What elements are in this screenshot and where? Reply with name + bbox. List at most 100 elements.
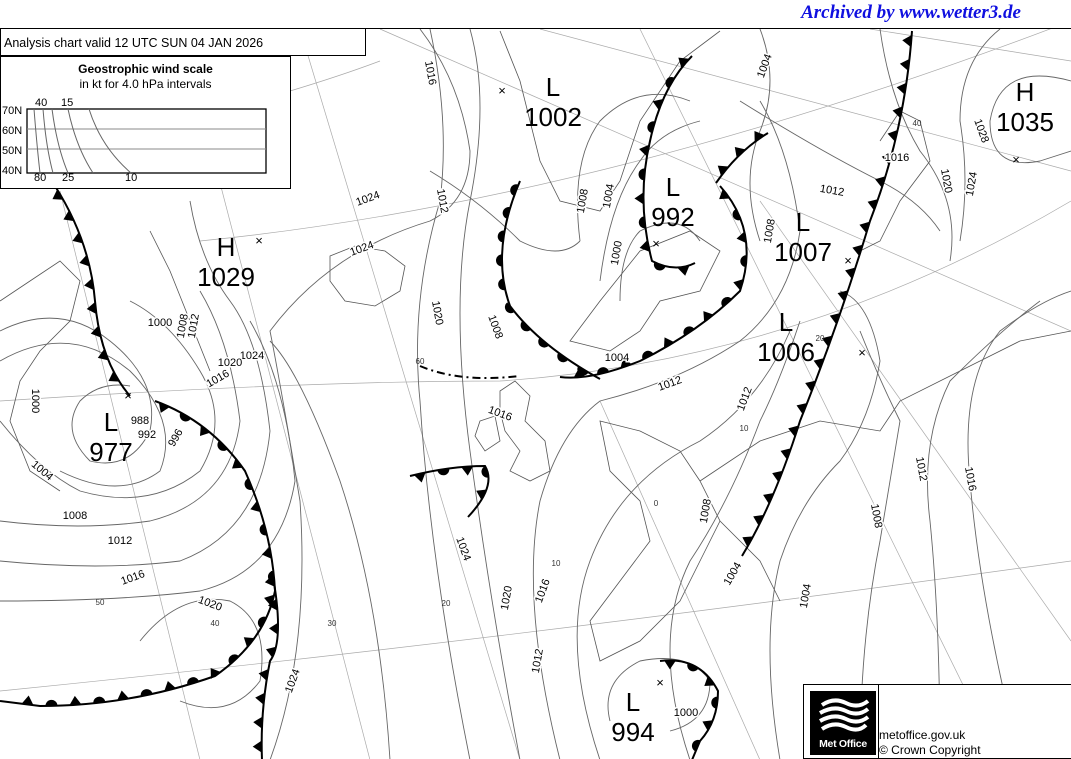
isobar-label: 1004 [722, 560, 745, 587]
front-semicircle [520, 321, 531, 332]
front-semicircle [244, 478, 253, 490]
front-semicircle [732, 208, 741, 221]
isobar-label: 1020 [196, 594, 223, 614]
front-triangle [899, 58, 910, 71]
front-triangle [69, 695, 82, 706]
isobar-label: 1016 [962, 466, 978, 492]
front-semicircle [217, 440, 228, 451]
front-triangle [21, 695, 34, 706]
centre-pressure: 1007 [774, 237, 832, 267]
front-semicircle [497, 230, 505, 243]
front-triangle [881, 153, 893, 165]
wind-scale-subtitle: in kt for 4.0 hPa intervals [79, 77, 212, 91]
front-triangle [639, 144, 650, 157]
isobar-label: 988 [131, 415, 149, 427]
isobar-label: 1016 [204, 368, 231, 391]
front-semicircle [140, 689, 153, 697]
front-triangle [265, 646, 277, 658]
front-triangle [719, 188, 730, 200]
occ-front [659, 659, 720, 759]
isobar-label: 992 [138, 429, 156, 441]
front-triangle [253, 716, 263, 729]
front-triangle [476, 489, 487, 501]
isobar-label: 1012 [656, 374, 683, 394]
isobar-label: 1008 [175, 313, 191, 339]
website-link[interactable]: metoffice.gov.uk [879, 728, 966, 742]
isobar-label: 1020 [218, 357, 242, 369]
front-semicircle [740, 255, 747, 268]
front-triangle [269, 622, 279, 635]
isobar-label: 1004 [798, 583, 814, 609]
front-semicircle [687, 662, 699, 672]
lat-label: 60N [2, 125, 22, 137]
front-semicircle [647, 121, 655, 134]
graticule-label: 20 [442, 599, 451, 608]
graticule-label: 40 [913, 119, 922, 128]
geostrophic-wind-scale: Geostrophic wind scale in kt for 4.0 hPa… [0, 56, 291, 189]
front-triangle [620, 357, 632, 369]
front-triangle [703, 311, 714, 322]
centre-cross-icon: × [255, 233, 263, 248]
front-triangle [902, 34, 912, 47]
front-semicircle [179, 412, 191, 422]
chart-title: Analysis chart valid 12 UTC SUN 04 JAN 2… [0, 28, 366, 56]
isobar-label: 1024 [964, 171, 980, 197]
front-triangle [258, 668, 269, 681]
front-semicircle [711, 696, 719, 709]
front-semicircle [228, 654, 239, 665]
front-semicircle [538, 337, 549, 348]
isobar-label: 1012 [735, 385, 755, 412]
centre-cross-icon: × [124, 388, 132, 403]
front-triangle [896, 82, 907, 95]
isobar-label: 1016 [422, 60, 438, 86]
isobar-label: 1000 [609, 240, 625, 266]
centre-type: L [626, 687, 640, 717]
front-triangle [652, 98, 664, 111]
front-triangle [252, 740, 262, 753]
front-triangle [97, 349, 109, 361]
front-triangle [663, 337, 675, 349]
front-triangle [108, 371, 120, 382]
front-triangle [702, 720, 714, 731]
front-triangle [788, 425, 799, 437]
front-triangle [261, 547, 272, 559]
isobar-label: 1012 [819, 183, 845, 199]
isobar-label: 1012 [913, 456, 929, 482]
front-semicircle [45, 699, 58, 706]
front-semicircle [259, 523, 268, 536]
front-triangle [805, 380, 816, 392]
isobar-label: 1024 [283, 667, 303, 694]
front-triangle [117, 690, 130, 701]
centre-pressure: 994 [611, 717, 654, 747]
front-triangle [158, 402, 170, 413]
graticule-label: 10 [740, 424, 749, 433]
front-triangle [742, 536, 754, 547]
front-triangle [243, 637, 255, 648]
centre-cross-icon: × [498, 83, 506, 98]
isobar-label: 1008 [868, 503, 884, 529]
graticule-label: 30 [328, 619, 337, 628]
centre-type: L [104, 407, 118, 437]
met-office-footer: Met Office metoffice.gov.uk © Crown Copy… [803, 684, 1071, 759]
front-triangle [837, 290, 849, 302]
graticule-label: 10 [552, 559, 561, 568]
front-triangle [63, 210, 75, 222]
brand-name: Met Office [819, 738, 867, 750]
front-triangle [79, 254, 90, 267]
isobar-label: 1004 [29, 458, 55, 483]
front-triangle [754, 131, 765, 142]
isobar-label: 996 [166, 427, 186, 449]
front-triangle [210, 668, 221, 679]
front-semicircle [481, 465, 490, 478]
warm-front [501, 180, 601, 380]
front-triangle [84, 278, 94, 291]
isobar-label: 1008 [63, 510, 87, 522]
centre-pressure: 1029 [197, 262, 255, 292]
front-semicircle [93, 696, 106, 704]
front-semicircle [691, 739, 701, 752]
front-triangle [717, 165, 729, 176]
